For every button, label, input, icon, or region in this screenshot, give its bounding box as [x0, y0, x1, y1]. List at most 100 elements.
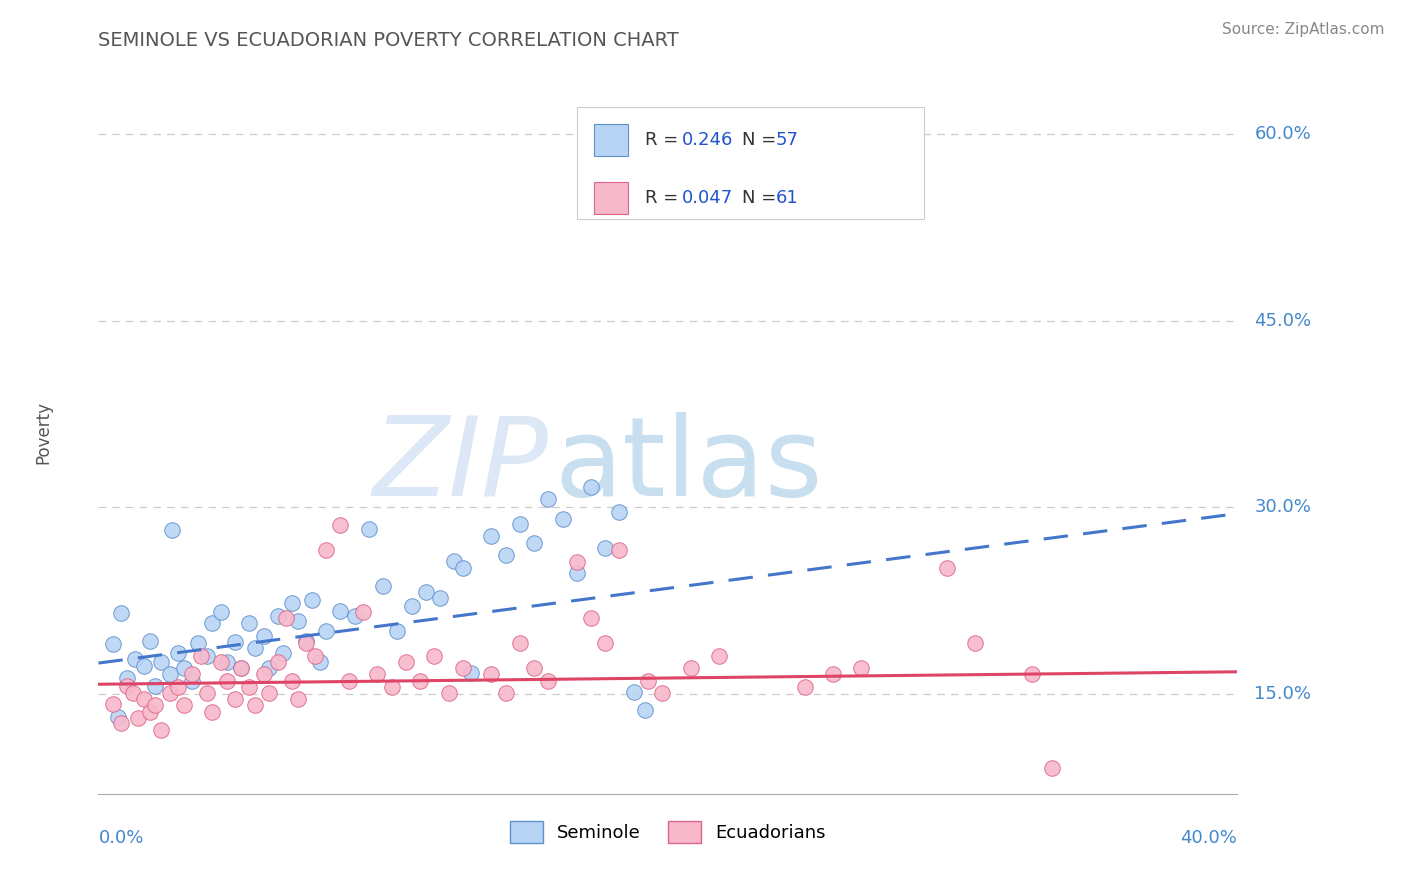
Point	[821, 667, 844, 681]
Point	[551, 511, 574, 525]
Point	[637, 673, 659, 688]
Point	[201, 616, 224, 631]
Text: atlas: atlas	[554, 411, 823, 518]
Point	[209, 655, 232, 669]
Point	[423, 648, 446, 663]
Point	[121, 686, 143, 700]
Point	[352, 605, 374, 619]
Point	[224, 635, 246, 649]
Point	[243, 641, 266, 656]
Text: 40.0%: 40.0%	[1181, 829, 1237, 847]
Text: 0.047: 0.047	[682, 189, 733, 207]
Point	[115, 678, 138, 692]
Point	[181, 673, 204, 688]
Point	[479, 529, 502, 543]
Text: 61: 61	[776, 189, 799, 207]
Text: N =: N =	[742, 189, 782, 207]
Text: R =: R =	[645, 131, 685, 149]
Point	[495, 686, 517, 700]
Point	[101, 637, 124, 651]
Point	[634, 703, 657, 717]
Point	[593, 541, 616, 556]
Point	[238, 680, 260, 694]
Point	[523, 536, 546, 550]
Point	[965, 636, 987, 650]
Point	[509, 636, 531, 650]
Point	[304, 648, 326, 663]
Point	[190, 648, 212, 663]
Point	[509, 516, 531, 531]
Point	[195, 686, 218, 700]
Point	[229, 661, 252, 675]
Point	[110, 715, 132, 730]
Point	[609, 542, 631, 557]
Point	[366, 667, 388, 681]
Point	[201, 705, 224, 719]
Point	[115, 671, 138, 685]
Point	[451, 661, 474, 675]
Text: SEMINOLE VS ECUADORIAN POVERTY CORRELATION CHART: SEMINOLE VS ECUADORIAN POVERTY CORRELATI…	[98, 31, 679, 50]
Point	[401, 599, 423, 613]
Point	[495, 548, 517, 562]
Point	[593, 636, 616, 650]
Point	[537, 673, 560, 688]
Point	[281, 596, 304, 610]
Point	[315, 624, 337, 638]
Point	[381, 680, 404, 694]
Point	[162, 523, 184, 537]
Point	[623, 684, 645, 698]
Point	[343, 608, 366, 623]
Point	[252, 629, 274, 643]
Point	[167, 680, 190, 694]
Point	[110, 607, 132, 621]
Point	[415, 585, 437, 599]
Text: Poverty: Poverty	[35, 401, 53, 464]
Point	[181, 667, 204, 681]
Point	[443, 554, 465, 568]
Point	[301, 592, 323, 607]
Point	[357, 522, 380, 536]
Point	[267, 655, 290, 669]
Point	[138, 633, 160, 648]
Point	[107, 709, 129, 723]
Text: 0.0%: 0.0%	[98, 829, 143, 847]
Point	[229, 661, 252, 675]
Point	[579, 611, 602, 625]
Point	[127, 711, 149, 725]
Point	[437, 686, 460, 700]
Point	[409, 673, 432, 688]
Point	[479, 667, 502, 681]
Point	[287, 614, 309, 628]
Point	[287, 692, 309, 706]
Point	[337, 673, 360, 688]
Point	[651, 686, 673, 700]
Point	[132, 692, 155, 706]
Point	[707, 648, 730, 663]
Point	[195, 648, 218, 663]
Point	[273, 646, 295, 660]
Point	[173, 698, 195, 713]
FancyBboxPatch shape	[593, 124, 628, 156]
Point	[935, 561, 957, 575]
Point	[124, 652, 146, 666]
Point	[451, 561, 474, 575]
Point	[145, 678, 167, 692]
Point	[395, 655, 418, 669]
Legend: Seminole, Ecuadorians: Seminole, Ecuadorians	[503, 814, 832, 850]
Point	[429, 591, 451, 606]
Text: Source: ZipAtlas.com: Source: ZipAtlas.com	[1222, 22, 1385, 37]
Point	[215, 655, 238, 669]
FancyBboxPatch shape	[593, 182, 628, 214]
Point	[1040, 761, 1063, 775]
Point	[387, 624, 409, 638]
Point	[259, 686, 281, 700]
Point	[138, 705, 160, 719]
Point	[523, 661, 546, 675]
Point	[565, 566, 588, 581]
Point	[101, 697, 124, 711]
Point	[150, 655, 173, 669]
Point	[579, 480, 602, 494]
Point	[281, 673, 304, 688]
Text: ZIP: ZIP	[373, 411, 548, 518]
Point	[295, 636, 318, 650]
